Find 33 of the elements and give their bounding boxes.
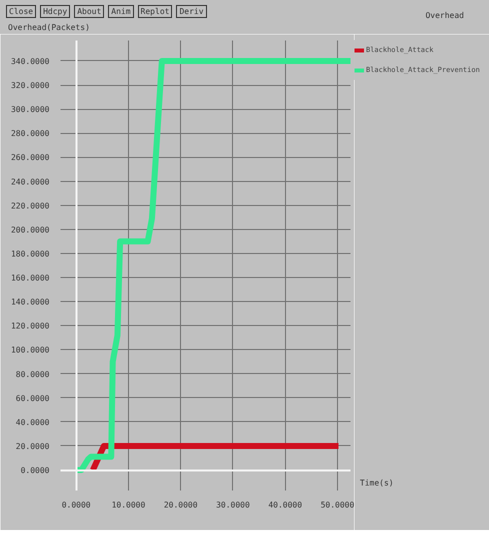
text: Deriv: [176, 5, 207, 18]
x-axis-title: Time(s): [360, 478, 394, 488]
y-tick-label: 60.0000: [16, 394, 50, 403]
text: About: [74, 5, 104, 18]
text: Close: [6, 5, 36, 18]
y-tick-label: 320.0000: [10, 81, 50, 90]
text: Hdcpy: [40, 5, 70, 18]
x-tick-label: 0.0000: [62, 500, 91, 510]
x-tick-label: 30.0000: [216, 500, 250, 510]
text: Replot: [138, 5, 172, 18]
y-tick-label: 20.0000: [16, 442, 50, 451]
y-axis-title: Overhead(Packets): [8, 22, 90, 34]
x-tick-label: 50.0000: [320, 500, 354, 510]
y-tick-label: 80.0000: [16, 370, 50, 379]
y-tick-label: 220.0000: [10, 201, 50, 210]
y-tick-label: 120.0000: [10, 322, 50, 331]
y-tick-label: 140.0000: [10, 298, 50, 307]
x-tick-label: 20.0000: [164, 500, 198, 510]
y-tick-label: 160.0000: [10, 274, 50, 283]
y-tick-label: 100.0000: [10, 346, 50, 355]
text: Overhead: [425, 10, 464, 22]
y-tick-label: 200.0000: [10, 225, 50, 234]
y-tick-label: 0.0000: [20, 466, 50, 476]
y-tick-label: 240.0000: [10, 177, 50, 186]
y-tick-label: 260.0000: [10, 153, 50, 162]
text: Anim: [108, 5, 134, 18]
y-tick-label: 280.0000: [10, 129, 50, 138]
y-tick-label: 340.0000: [10, 56, 50, 66]
x-tick-label: 10.0000: [112, 500, 146, 510]
y-tick-label: 180.0000: [10, 249, 50, 258]
x-tick-label: 40.0000: [268, 500, 302, 510]
y-tick-label: 40.0000: [16, 418, 50, 427]
y-tick-label: 300.0000: [10, 105, 50, 114]
